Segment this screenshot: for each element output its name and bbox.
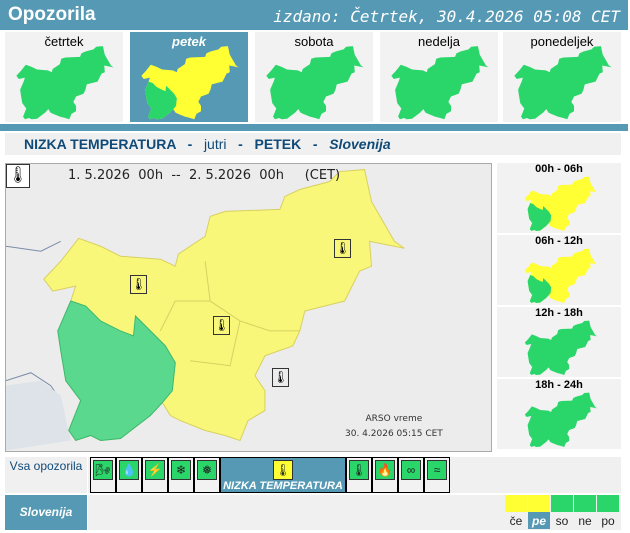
selected-filter-label: NIZKA TEMPERATURA — [223, 480, 343, 492]
region-button[interactable]: Slovenija — [5, 495, 87, 530]
legend-day-3[interactable]: ne — [574, 495, 596, 530]
fog-icon: ∞ — [401, 460, 421, 480]
day-tab-1[interactable]: petek — [130, 32, 248, 122]
thunderstorm-icon: ⚡ — [145, 460, 165, 480]
day-tab-3[interactable]: nedelja — [380, 32, 498, 122]
legend-day-0[interactable]: če — [505, 495, 527, 530]
page-title: Opozorila — [8, 4, 96, 25]
high-temperature-icon: 🌡 — [349, 460, 369, 480]
subtitle-day: PETEK — [254, 136, 302, 152]
filter-snow-rain[interactable]: ❅ — [194, 457, 220, 493]
day-label: nedelja — [418, 34, 460, 49]
legend-color — [528, 495, 550, 512]
subtitle-when: jutri — [203, 136, 227, 152]
separator: - — [312, 136, 318, 152]
filter-low-temperature[interactable]: 🌡 NIZKA TEMPERATURA — [220, 457, 346, 493]
legend-day-2[interactable]: so — [551, 495, 573, 530]
wind-icon: 🌬 — [93, 460, 113, 480]
subtitle-type: NIZKA TEMPERATURA — [24, 136, 176, 152]
filter-wind[interactable]: 🌬 — [90, 457, 116, 493]
divider-bar — [0, 124, 628, 131]
slot-label: 18h - 24h — [535, 379, 583, 391]
day-label: petek — [172, 34, 206, 49]
coastal-flood-icon: ≈ — [427, 460, 447, 480]
map-source: ARSO vreme — [365, 414, 423, 424]
legend-color — [574, 495, 596, 512]
time-slot-0[interactable]: 00h - 06h — [497, 163, 621, 233]
day-tab-4[interactable]: ponedeljek — [503, 32, 621, 122]
fire-icon: 🔥 — [375, 460, 395, 480]
warning-map[interactable]: 🌡 🌡 🌡 🌡 🌡 — [5, 163, 492, 452]
snow-rain-icon: ❅ — [197, 460, 217, 480]
legend-day-4[interactable]: po — [597, 495, 619, 530]
all-warnings-button[interactable]: Vsa opozorila — [5, 457, 87, 493]
legend-color — [597, 495, 619, 512]
thermometer-icon[interactable]: 🌡 — [130, 275, 147, 294]
filter-high-temperature[interactable]: 🌡 — [346, 457, 372, 493]
day-tab-2[interactable]: sobota — [255, 32, 373, 122]
header-bar — [0, 0, 628, 30]
day-label: sobota — [294, 34, 334, 49]
filter-fire[interactable]: 🔥 — [372, 457, 398, 493]
legend-label: so — [555, 514, 569, 528]
map-stamp: ARSO vreme 30. 4.2026 05:15 CET — [345, 412, 443, 442]
thermometer-icon: 🌡 — [6, 164, 30, 188]
rain-icon: 💧 — [119, 460, 139, 480]
filter-snow[interactable]: ❄ — [168, 457, 194, 493]
filter-coastal-flood[interactable]: ≈ — [424, 457, 450, 493]
legend-color — [551, 495, 573, 512]
legend-label: pe — [528, 512, 550, 529]
legend-day-1[interactable]: pe — [528, 495, 550, 530]
time-slot-2[interactable]: 12h - 18h — [497, 307, 621, 377]
thermometer-icon[interactable]: 🌡 — [272, 368, 289, 387]
slot-label: 00h - 06h — [535, 163, 583, 175]
day-label: četrtek — [44, 34, 84, 49]
slot-label: 12h - 18h — [535, 307, 583, 319]
legend-label: če — [509, 514, 523, 528]
legend-label: po — [601, 514, 615, 528]
legend-label: ne — [578, 514, 592, 528]
separator: - — [238, 136, 243, 152]
issued-timestamp: izdano: Četrtek, 30.4.2026 05:08 CET — [273, 7, 620, 26]
map-timestamp: 30. 4.2026 05:15 CET — [345, 429, 443, 439]
legend-color — [505, 495, 527, 512]
thermometer-icon[interactable]: 🌡 — [334, 239, 351, 258]
day-tab-0[interactable]: četrtek — [5, 32, 123, 122]
separator: - — [187, 136, 193, 152]
snow-icon: ❄ — [171, 460, 191, 480]
time-slot-1[interactable]: 06h - 12h — [497, 235, 621, 305]
low-temperature-icon: 🌡 — [273, 460, 293, 480]
thermometer-icon[interactable]: 🌡 — [213, 316, 230, 335]
warning-subtitle: NIZKA TEMPERATURA - jutri - PETEK - Slov… — [5, 133, 621, 155]
period-label: 1. 5.2026 00h -- 2. 5.2026 00h (CET) — [68, 168, 341, 183]
day-label: ponedeljek — [530, 34, 594, 49]
filter-thunderstorm[interactable]: ⚡ — [142, 457, 168, 493]
filter-fog[interactable]: ∞ — [398, 457, 424, 493]
filter-rain[interactable]: 💧 — [116, 457, 142, 493]
time-slot-3[interactable]: 18h - 24h — [497, 379, 621, 449]
slot-label: 06h - 12h — [535, 235, 583, 247]
subtitle-region: Slovenija — [329, 136, 391, 152]
